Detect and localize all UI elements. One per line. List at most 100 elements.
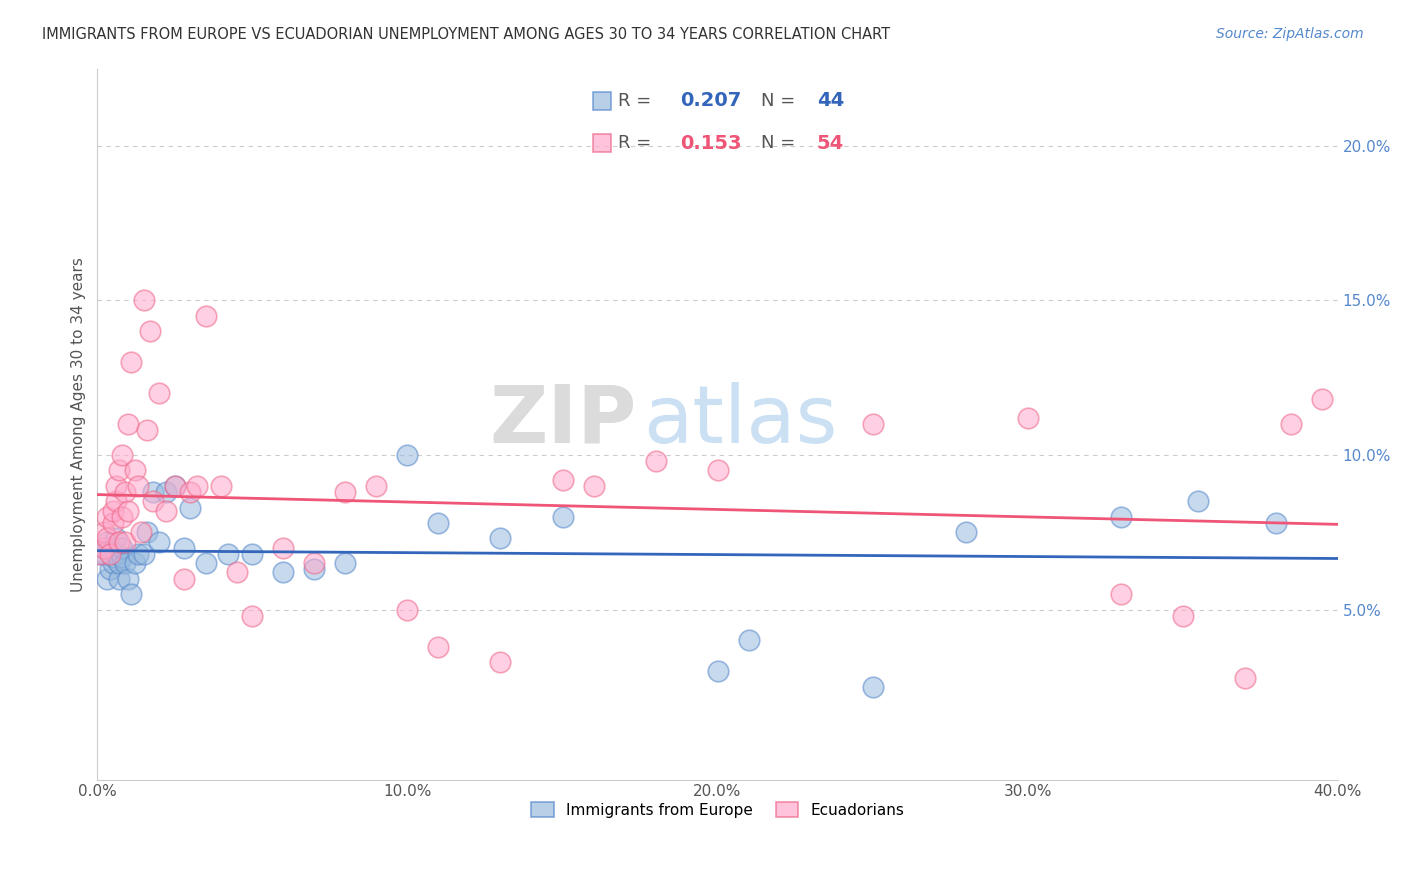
Point [117,572,139,586]
Point [101,503,124,517]
Point [366,479,388,493]
Point [132,293,155,308]
Point [396,602,419,616]
Point [96,534,118,549]
Point [644,454,666,468]
Text: ZIP: ZIP [489,382,637,459]
Legend: Immigrants from Europe, Ecuadorians: Immigrants from Europe, Ecuadorians [523,794,912,825]
Point [104,532,127,546]
Point [155,503,177,517]
Point [139,324,162,338]
Text: N =: N = [761,92,801,110]
Point [304,562,326,576]
Text: atlas: atlas [643,382,838,459]
Point [1264,516,1286,530]
Point [242,547,264,561]
Point [163,479,186,493]
Text: R =: R = [619,92,658,110]
Point [121,355,143,369]
Text: 54: 54 [817,134,844,153]
Text: 0.153: 0.153 [681,134,742,153]
Point [89,547,111,561]
Point [737,633,759,648]
Point [1109,509,1132,524]
Point [173,572,195,586]
Point [89,547,111,561]
Point [148,534,170,549]
Point [551,509,574,524]
Point [489,655,512,669]
Point [1171,608,1194,623]
Point [242,608,264,623]
Text: 0.207: 0.207 [681,91,741,110]
Point [396,448,419,462]
Point [209,479,232,493]
Point [1017,410,1039,425]
Point [1310,392,1333,407]
Point [136,423,159,437]
Point [121,587,143,601]
Point [862,680,884,694]
Point [179,485,201,500]
Point [104,547,127,561]
Point [155,485,177,500]
Point [335,485,357,500]
Point [427,516,450,530]
Point [163,479,186,493]
Point [111,448,134,462]
Point [104,479,127,493]
Point [129,525,152,540]
Point [108,463,131,477]
Point [96,532,118,546]
Point [173,541,195,555]
Point [98,562,121,576]
Point [955,525,977,540]
Text: IMMIGRANTS FROM EUROPE VS ECUADORIAN UNEMPLOYMENT AMONG AGES 30 TO 34 YEARS CORR: IMMIGRANTS FROM EUROPE VS ECUADORIAN UNE… [42,27,890,42]
Point [217,547,239,561]
Point [96,572,118,586]
Point [101,549,124,564]
Point [148,386,170,401]
Point [862,417,884,431]
Point [96,509,118,524]
Point [427,640,450,654]
Point [127,547,149,561]
Point [114,556,136,570]
Point [101,556,124,570]
Point [111,549,134,564]
Point [101,516,124,530]
Point [93,541,115,555]
Point [136,525,159,540]
Point [98,541,121,555]
Point [111,541,134,555]
Point [108,534,131,549]
Point [111,509,134,524]
Point [1233,671,1256,685]
Point [114,485,136,500]
Point [194,309,217,323]
Point [108,556,131,570]
Point [706,665,728,679]
Point [1279,417,1302,431]
Point [142,485,165,500]
Point [335,556,357,570]
Point [93,547,115,561]
Point [104,494,127,508]
Point [117,417,139,431]
Point [489,532,512,546]
Point [93,525,115,540]
Point [194,556,217,570]
Point [186,479,208,493]
Text: Source: ZipAtlas.com: Source: ZipAtlas.com [1216,27,1364,41]
Point [225,566,247,580]
Point [1187,494,1209,508]
Point [108,572,131,586]
Point [117,503,139,517]
Point [142,494,165,508]
Point [273,566,295,580]
Point [582,479,605,493]
Point [127,479,149,493]
Point [706,463,728,477]
Point [114,534,136,549]
Point [132,547,155,561]
